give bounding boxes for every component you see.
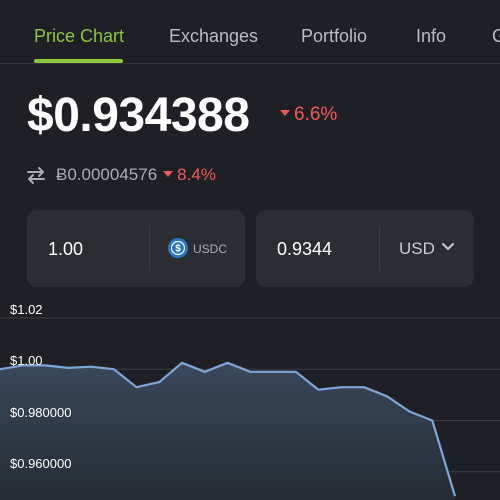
chevron-down-icon[interactable] xyxy=(442,243,454,251)
tab-overflow[interactable]: G xyxy=(492,26,500,46)
tab-info[interactable]: Info xyxy=(416,26,447,46)
tab-exchanges[interactable]: Exchanges xyxy=(169,26,259,46)
active-tab-indicator xyxy=(34,59,123,63)
y-tick-label: $0.980000 xyxy=(10,404,72,420)
btc-price-row: Ƀ0.00004576 8.4% xyxy=(26,164,216,186)
btc-price: Ƀ0.00004576 xyxy=(56,165,158,184)
down-triangle-icon xyxy=(163,170,174,177)
price-chart[interactable]: $1.02 $1.00 $0.980000 $0.960000 xyxy=(0,300,500,500)
tab-bar: Price Chart Exchanges Portfolio Info G xyxy=(0,0,500,64)
amount-input[interactable]: 1.00 xyxy=(48,239,84,259)
btc-change-value: 8.4% xyxy=(177,165,216,184)
converted-input[interactable]: 0.9344 xyxy=(277,239,333,259)
svg-text:$: $ xyxy=(175,244,181,255)
y-tick-label: $1.00 xyxy=(10,353,43,369)
y-tick-label: $1.02 xyxy=(10,301,43,317)
fiat-select[interactable]: USD xyxy=(399,239,435,258)
card-divider xyxy=(149,226,150,271)
price-change-value: 6.6% xyxy=(294,104,338,125)
usdc-icon: $ xyxy=(168,238,188,258)
price-area xyxy=(0,362,455,500)
tab-price-chart[interactable]: Price Chart xyxy=(34,26,125,46)
tab-portfolio[interactable]: Portfolio xyxy=(301,26,368,46)
swap-arrows-icon[interactable] xyxy=(26,165,46,185)
amount-card: 1.00 $ USDC xyxy=(27,210,245,287)
y-tick-label: $0.960000 xyxy=(10,455,72,471)
price-line xyxy=(0,361,457,497)
btc-change: 8.4% xyxy=(163,165,216,185)
current-price: $0.934388 xyxy=(27,89,250,142)
price-change: 6.6% xyxy=(280,104,337,126)
converted-card: 0.9344 USD xyxy=(256,210,474,287)
currency-label[interactable]: USDC xyxy=(193,242,228,256)
card-divider xyxy=(379,226,380,271)
price-chart-svg xyxy=(0,317,500,500)
down-triangle-icon xyxy=(280,109,290,116)
